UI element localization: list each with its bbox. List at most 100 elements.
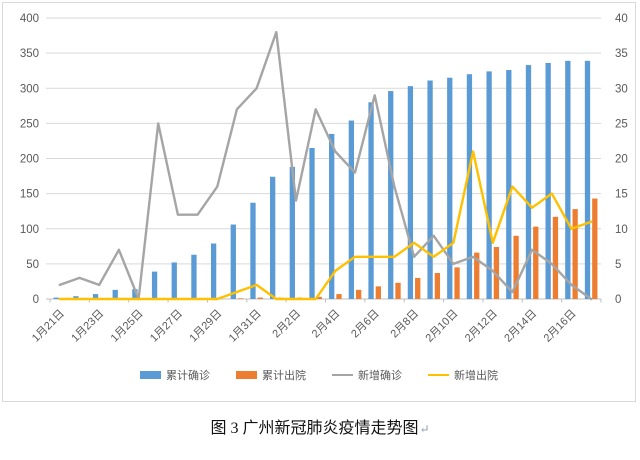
- bar: [191, 254, 197, 299]
- bar: [572, 209, 578, 299]
- bar: [132, 289, 138, 299]
- legend-swatch-gray-line: [332, 373, 353, 377]
- left-axis-tick-label: 250: [20, 118, 39, 130]
- x-axis-label: 1月29日: [187, 308, 224, 345]
- left-axis-tick-label: 150: [20, 189, 39, 201]
- right-axis-tick-label: 15: [615, 189, 628, 201]
- legend-label: 新增出院: [454, 370, 498, 382]
- bar: [151, 271, 158, 299]
- bar: [309, 147, 315, 299]
- bar: [565, 60, 571, 299]
- bar: [230, 224, 236, 299]
- chart-plot-svg: 0 50 100 150 200 250 300 350 400 0 5 10 15 20 25 30 35 40…: [20, 13, 628, 345]
- x-axis-label: 2月4日: [310, 308, 343, 341]
- bar: [474, 252, 480, 299]
- x-axis-label: 2月8日: [388, 308, 421, 341]
- x-axis-label: 2月2日: [270, 308, 303, 341]
- bar: [356, 289, 362, 299]
- right-axis-tick-label: 20: [615, 154, 628, 166]
- right-axis-tick-label: 0: [615, 294, 621, 306]
- right-axis-tick-label: 40: [615, 13, 628, 25]
- bar: [447, 77, 453, 300]
- bar: [525, 65, 532, 299]
- left-axis-tick-label: 350: [20, 48, 39, 60]
- bar: [92, 294, 99, 299]
- left-axis-tick-label: 100: [20, 224, 39, 236]
- bar: [73, 296, 79, 299]
- bar: [336, 294, 342, 299]
- left-axis-tick-label: 400: [20, 13, 39, 25]
- bar: [270, 176, 276, 299]
- bar: [552, 216, 559, 299]
- right-axis-tick-label: 10: [615, 224, 628, 236]
- bar: [466, 74, 473, 299]
- x-axis-label: 1月25日: [109, 308, 146, 345]
- left-axis-tick-label: 0: [33, 294, 39, 306]
- bar: [375, 286, 381, 299]
- legend-item-cumulative-confirmed: 累计确诊: [140, 367, 210, 383]
- right-axis-tick-label: 5: [615, 259, 621, 271]
- bar: [407, 86, 414, 299]
- gridlines: [46, 17, 601, 265]
- bar: [237, 298, 244, 299]
- bar: [415, 277, 421, 299]
- bar: [434, 273, 441, 299]
- right-axis-labels: 0 5 10 15 20 25 30 35 40: [615, 13, 628, 306]
- bar: [316, 296, 322, 299]
- bar: [584, 60, 591, 299]
- bar: [545, 62, 551, 300]
- bar: [513, 235, 519, 299]
- bar: [210, 243, 217, 299]
- bar: [53, 297, 59, 299]
- figure-caption-text: 图 3 广州新冠肺炎疫情走势图: [210, 420, 419, 437]
- bar: [329, 133, 335, 299]
- x-axis-label: 2月6日: [349, 308, 382, 341]
- bar: [289, 166, 295, 299]
- legend-item-new-confirmed: 新增确诊: [332, 367, 402, 383]
- x-axis-label: 1月27日: [148, 308, 185, 345]
- bar: [454, 267, 460, 299]
- legend-label: 累计确诊: [166, 370, 210, 382]
- left-axis-tick-label: 300: [20, 83, 39, 95]
- x-axis-label: 2月16日: [542, 308, 579, 345]
- left-axis-tick-label: 50: [26, 259, 39, 271]
- right-axis-tick-label: 25: [615, 118, 628, 130]
- x-axis-labels: 1月21日 1月23日 1月25日 1月27日 1月29日 1月31日 2月2日 2月4日 2月…: [30, 308, 579, 345]
- right-axis-tick-label: 35: [615, 48, 628, 60]
- bar: [257, 297, 263, 299]
- x-axis-label: 2月12日: [463, 308, 500, 345]
- legend-label: 新增确诊: [358, 370, 402, 382]
- bar: [533, 226, 539, 299]
- line-新增确诊: [58, 30, 593, 301]
- bar: [486, 71, 492, 299]
- x-axis-label: 1月21日: [30, 308, 67, 345]
- bars-累计确诊: [53, 60, 591, 300]
- bar: [368, 102, 374, 299]
- figure-caption: 图 3 广州新冠肺炎疫情走势图↵: [0, 414, 640, 438]
- legend-swatch-blue-bar: [140, 371, 161, 379]
- legend-item-cumulative-discharged: 累计出院: [236, 367, 306, 383]
- bar: [427, 80, 433, 300]
- x-axis-label: 1月23日: [69, 308, 106, 345]
- left-axis-labels: 0 50 100 150 200 250 300 350 400: [20, 13, 39, 306]
- legend-swatch-yellow-line: [428, 373, 449, 377]
- legend-item-new-discharged: 新增出院: [428, 367, 498, 383]
- bar: [506, 69, 512, 299]
- legend-label: 累计出院: [262, 370, 306, 382]
- chart-legend: 累计确诊 累计出院 新增确诊 新增出院: [3, 367, 635, 383]
- legend-swatch-orange-bar: [236, 371, 257, 379]
- bar: [395, 282, 401, 299]
- bar: [348, 120, 355, 299]
- bars-累计出院: [237, 198, 598, 299]
- chart-object[interactable]: 0 50 100 150 200 250 300 350 400 0 5 10 15 20 25 30 35 40…: [2, 2, 636, 402]
- bar: [171, 262, 177, 299]
- left-axis-tick-label: 200: [20, 154, 39, 166]
- bar: [592, 198, 598, 299]
- right-axis-tick-label: 30: [615, 83, 628, 95]
- bar: [388, 91, 394, 299]
- x-axis-label: 2月10日: [424, 308, 461, 345]
- x-axis-label: 1月31日: [227, 308, 264, 345]
- bar: [250, 202, 256, 299]
- paragraph-mark: ↵: [419, 422, 430, 436]
